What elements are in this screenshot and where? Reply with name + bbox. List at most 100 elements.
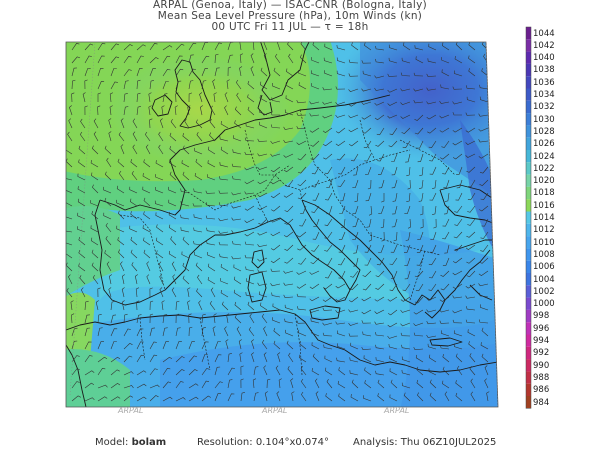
wind-barb xyxy=(420,218,424,229)
wind-barb xyxy=(130,159,138,168)
wind-barb xyxy=(375,370,385,376)
legend-swatch xyxy=(526,88,531,101)
wind-barb xyxy=(426,334,437,338)
legend-swatch xyxy=(526,285,531,298)
wind-barb xyxy=(348,114,359,119)
wind-barb xyxy=(296,320,307,324)
legend-label: 1006 xyxy=(533,262,555,273)
wind-barb xyxy=(478,319,489,324)
wind-barb xyxy=(350,153,359,162)
wind-barb xyxy=(227,367,236,376)
wind-barb xyxy=(71,43,80,51)
wind-barb xyxy=(155,187,164,194)
wind-barb xyxy=(480,244,489,252)
wind-barb xyxy=(263,365,268,376)
wind-barb xyxy=(104,145,112,155)
wind-barb xyxy=(245,123,255,129)
wind-barb xyxy=(324,367,333,376)
wind-barb xyxy=(452,112,462,116)
wind-barb xyxy=(298,257,307,265)
wind-barb xyxy=(337,257,346,266)
wind-barb xyxy=(194,172,203,181)
wind-barb xyxy=(468,68,476,77)
wind-barb xyxy=(338,393,346,402)
wind-barb xyxy=(220,120,229,129)
wind-barb xyxy=(310,153,320,161)
wind-barb xyxy=(454,70,463,77)
legend-swatch xyxy=(526,39,531,52)
wind-barb xyxy=(387,101,398,106)
wind-barb xyxy=(158,131,164,142)
wind-barb xyxy=(284,318,294,324)
wind-barb xyxy=(263,53,268,64)
wind-barb xyxy=(392,192,398,202)
wind-barb xyxy=(276,391,281,402)
wind-barb xyxy=(428,283,437,291)
legend-label: 1012 xyxy=(533,225,555,236)
wind-barb xyxy=(285,82,294,90)
wind-barb xyxy=(149,80,154,90)
wind-barb xyxy=(455,380,463,389)
legend-swatch xyxy=(526,309,531,323)
wind-barb xyxy=(336,153,346,161)
wind-barb xyxy=(226,313,230,324)
footer-analysis: Analysis: Thu 06Z10JUL2025 xyxy=(353,437,496,448)
wind-barb xyxy=(142,173,151,181)
legend-label: 1000 xyxy=(533,299,555,310)
wind-barb xyxy=(388,343,398,350)
wind-barb xyxy=(441,69,450,77)
wind-barb xyxy=(400,296,411,302)
wind-barb xyxy=(210,287,216,298)
wind-barb xyxy=(406,166,411,177)
wind-barb xyxy=(79,275,86,285)
wind-barb xyxy=(428,257,437,266)
wind-barb xyxy=(284,205,294,213)
wind-barb xyxy=(123,395,133,402)
wind-barb xyxy=(376,257,385,266)
wind-barb xyxy=(245,266,255,272)
wind-barb xyxy=(361,346,372,351)
wind-barb xyxy=(221,301,229,311)
wind-barb xyxy=(212,79,216,90)
legend-label: 990 xyxy=(533,360,550,371)
wind-barb xyxy=(110,43,120,51)
wind-barb xyxy=(378,179,385,189)
wind-barb xyxy=(123,69,132,77)
wind-barb xyxy=(296,126,307,130)
wind-barb xyxy=(413,309,424,315)
wind-barb xyxy=(91,249,99,259)
wind-barb xyxy=(375,357,385,363)
wind-barb xyxy=(311,83,320,90)
wind-barb xyxy=(129,186,138,194)
wind-barb xyxy=(400,72,411,77)
wind-barb xyxy=(97,92,101,102)
wind-barb xyxy=(387,296,398,302)
wind-barb xyxy=(220,146,229,155)
wind-barb xyxy=(283,153,294,158)
wind-barb xyxy=(335,86,346,90)
wind-barb xyxy=(91,145,99,155)
wind-barb xyxy=(231,192,242,196)
wind-barb xyxy=(455,192,463,201)
wind-barb xyxy=(224,105,229,116)
wind-barb xyxy=(123,44,133,51)
wind-barb xyxy=(387,73,398,77)
wind-barb xyxy=(480,192,489,201)
legend-label: 994 xyxy=(533,336,550,346)
wind-barb xyxy=(123,371,134,376)
wind-barb xyxy=(401,356,411,363)
wind-barb xyxy=(480,304,489,311)
wind-barb xyxy=(209,300,216,311)
wind-barb xyxy=(233,289,242,298)
wind-barb xyxy=(309,101,320,105)
wind-barb xyxy=(187,105,191,116)
wind-barb xyxy=(238,339,242,350)
wind-barb xyxy=(227,393,235,402)
wind-barb xyxy=(348,333,359,337)
wind-barb xyxy=(155,212,164,220)
wind-barb xyxy=(224,92,229,103)
wind-barb xyxy=(324,244,333,252)
wind-barb xyxy=(78,145,86,155)
wind-barb xyxy=(335,321,346,325)
